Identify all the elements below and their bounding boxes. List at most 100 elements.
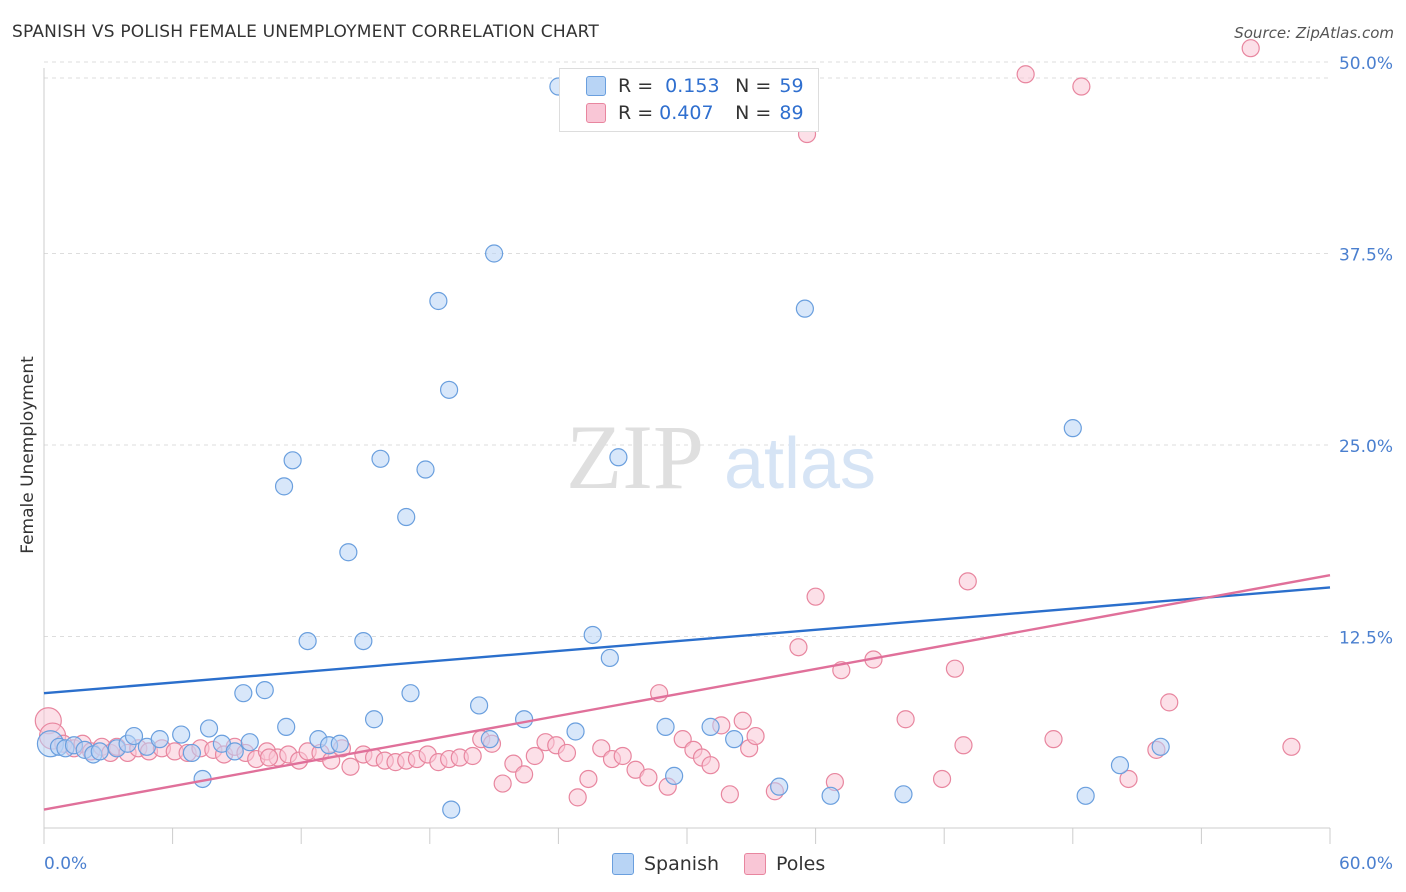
tick-labels: 12.5% 25.0% 37.5% 50.0% 0.0% 60.0%	[44, 54, 1393, 874]
point-spanish	[150, 730, 169, 749]
point-poles	[1282, 737, 1301, 756]
legend-row-spanish: R = 0.153 N = 59	[586, 74, 804, 98]
trendline-spanish	[43, 586, 1331, 695]
series-label-poles: Poles	[776, 853, 826, 875]
legend-swatch-poles	[586, 103, 606, 123]
point-spanish	[656, 717, 675, 736]
series-label-spanish: Spanish	[644, 853, 720, 875]
legend-r-label: R =	[618, 75, 654, 97]
point-spanish	[609, 448, 628, 467]
source-credit: Source: ZipAtlas.com	[1234, 24, 1394, 42]
point-spanish	[485, 244, 504, 263]
point-spanish	[240, 733, 259, 752]
legend-n-value-spanish: 59	[779, 75, 804, 97]
point-poles	[945, 659, 965, 678]
point-spanish	[1076, 786, 1095, 805]
point-spanish	[770, 777, 789, 796]
point-poles	[557, 743, 577, 763]
point-poles	[896, 710, 915, 729]
point-poles	[525, 746, 544, 766]
point-spanish	[255, 681, 274, 700]
point-spanish	[283, 451, 302, 470]
point-spanish	[416, 460, 435, 479]
point-spanish	[821, 786, 840, 805]
chart-title: SPANISH VS POLISH FEMALE UNEMPLOYMENT CO…	[12, 22, 600, 42]
point-poles	[789, 638, 808, 657]
point-poles	[1044, 730, 1063, 749]
point-poles	[954, 736, 973, 755]
point-poles	[504, 754, 523, 773]
point-poles	[515, 765, 534, 784]
series-legend-spanish: Spanish	[612, 851, 719, 877]
legend-r-value-poles: 0.407	[659, 102, 714, 124]
point-spanish	[566, 722, 585, 741]
point-poles	[592, 739, 611, 758]
point-poles	[806, 587, 825, 606]
y-tick-label: 12.5%	[1339, 629, 1393, 649]
point-poles	[493, 774, 512, 793]
grid-lines	[44, 61, 1330, 637]
point-spanish	[725, 730, 744, 749]
point-poles	[341, 757, 360, 776]
point-poles	[1160, 693, 1179, 712]
point-spanish	[480, 730, 499, 749]
point-spanish	[442, 800, 461, 819]
point-spanish	[90, 742, 109, 761]
point-spanish	[439, 380, 459, 399]
point-spanish	[182, 743, 201, 763]
legend-r-label: R =	[618, 102, 654, 124]
point-spanish	[583, 625, 602, 645]
point-poles	[733, 711, 752, 730]
legend-n-label: N =	[735, 75, 772, 97]
trendline-poles	[43, 574, 1331, 811]
point-spanish	[330, 734, 349, 753]
point-spanish	[298, 631, 317, 651]
legend-n-value-poles: 89	[779, 102, 804, 124]
point-spanish	[429, 291, 448, 311]
point-spanish	[1063, 419, 1082, 438]
point-spanish	[600, 648, 619, 668]
point-poles	[639, 768, 658, 787]
point-spanish	[371, 449, 390, 468]
point-spanish	[124, 726, 144, 746]
series-swatch-spanish	[612, 853, 634, 875]
point-spanish	[665, 766, 684, 786]
series-legend-poles: Poles	[744, 851, 825, 877]
y-tick-label: 37.5%	[1339, 246, 1393, 266]
point-spanish	[1110, 756, 1130, 775]
point-spanish	[277, 717, 296, 736]
legend-n-label: N =	[735, 102, 772, 124]
point-spanish	[172, 725, 191, 744]
point-spanish	[397, 507, 416, 527]
x-tick-label: 0.0%	[44, 854, 87, 874]
point-poles	[720, 785, 739, 804]
point-poles	[613, 746, 632, 766]
data-points	[34, 39, 1301, 819]
point-poles	[1241, 39, 1260, 58]
y-tick-label: 50.0%	[1339, 54, 1393, 74]
point-spanish	[1151, 737, 1170, 756]
point-poles	[259, 748, 279, 767]
point-poles	[746, 726, 765, 746]
watermark-atlas: atlas	[724, 424, 876, 504]
point-poles	[1016, 65, 1035, 84]
point-spanish	[339, 543, 358, 562]
point-spanish	[199, 719, 219, 738]
point-spanish	[354, 631, 373, 651]
point-poles	[1072, 77, 1091, 96]
point-spanish	[401, 684, 420, 703]
watermark-zip: ZIP	[566, 406, 704, 508]
point-poles	[463, 746, 482, 766]
trend-lines	[43, 574, 1331, 811]
legend-row-poles: R = 0.407 N = 89	[586, 101, 804, 125]
point-poles	[958, 572, 977, 591]
point-spanish	[795, 299, 814, 318]
point-poles	[673, 730, 692, 749]
axes	[43, 68, 1331, 844]
point-spanish	[234, 684, 253, 703]
point-spanish	[469, 696, 489, 715]
point-spanish	[274, 477, 294, 496]
stats-legend: R = 0.153 N = 59 R = 0.407 N = 89	[559, 68, 819, 132]
point-poles	[579, 769, 598, 789]
